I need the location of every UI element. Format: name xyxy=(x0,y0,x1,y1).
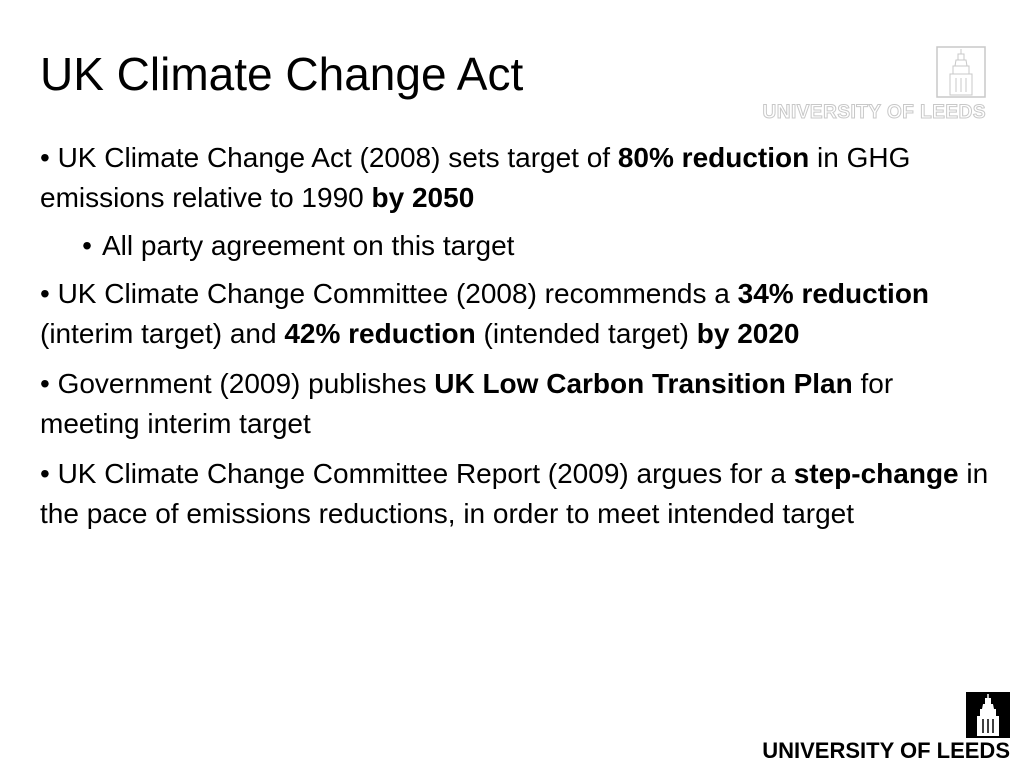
bullet-item: • UK Climate Change Committee (2008) rec… xyxy=(40,274,990,354)
university-wordmark: UNIVERSITY OF LEEDS xyxy=(762,738,1010,763)
bullet-emphasis-text: UK Low Carbon Transition Plan xyxy=(434,368,853,399)
bullet-item: • UK Climate Change Act (2008) sets targ… xyxy=(40,138,990,218)
university-of-leeds-crest-outline-icon xyxy=(936,46,986,98)
bullet-item: • UK Climate Change Committee Report (20… xyxy=(40,454,990,534)
university-wordmark-watermark: UNIVERSITY OF LEEDS xyxy=(762,102,986,124)
bullet-emphasis-text: 80% reduction xyxy=(617,142,810,173)
bullet-text: All party agreement on this target xyxy=(102,230,515,261)
sub-bullet-marker: • xyxy=(82,230,92,261)
bullet-text: • Government (2009) publishes xyxy=(40,368,435,399)
bullet-emphasis-text: 42% reduction xyxy=(284,318,476,349)
slide-title: UK Climate Change Act xyxy=(40,48,524,100)
bullet-text: in GHG emissions relative to 1990 xyxy=(40,142,911,213)
bullet-item: • Government (2009) publishes UK Low Car… xyxy=(40,364,990,444)
sub-bullet-item: • All party agreement on this target xyxy=(40,226,990,266)
bullet-emphasis-text: step-change xyxy=(793,458,959,489)
bullet-emphasis-text: by 2050 xyxy=(371,182,475,213)
bullet-text: • UK Climate Change Committee Report (20… xyxy=(40,458,794,489)
bullet-text: for meeting interim target xyxy=(40,368,894,439)
bullet-text: • UK Climate Change Committee (2008) rec… xyxy=(40,278,738,309)
university-of-leeds-crest-icon xyxy=(966,692,1010,738)
bullet-text: (interim target) and xyxy=(40,318,285,349)
bullet-text: in the pace of emissions reductions, in … xyxy=(40,458,989,529)
university-logo-watermark: UNIVERSITY OF LEEDS xyxy=(728,46,986,126)
bullet-text: (intended target) xyxy=(475,318,697,349)
bullet-list: • UK Climate Change Act (2008) sets targ… xyxy=(40,138,990,544)
university-logo: UNIVERSITY OF LEEDS xyxy=(756,688,1016,768)
bullet-emphasis-text: by 2020 xyxy=(696,318,800,349)
bullet-emphasis-text: 34% reduction xyxy=(737,278,930,309)
bullet-text: • UK Climate Change Act (2008) sets targ… xyxy=(40,142,618,173)
